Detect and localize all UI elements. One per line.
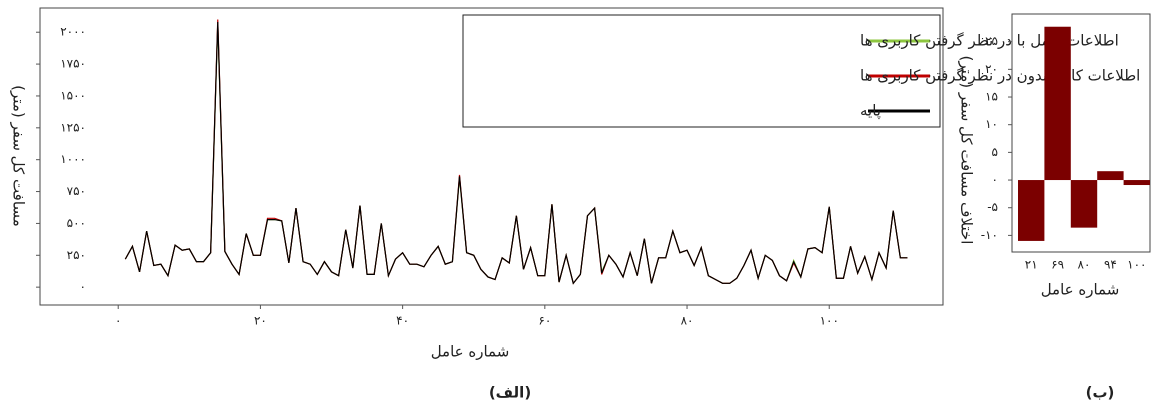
x-tick-label: ۲۰ [254, 314, 267, 328]
x-tick-label: ۸۰ [1078, 258, 1091, 272]
x-tick-label: ۰ [115, 314, 121, 328]
y-tick-label: ۲۰۰۰ [60, 25, 86, 39]
y-tick-label: -۱۰ [981, 228, 998, 242]
y-tick-label: ۰ [992, 173, 998, 187]
bar [1018, 180, 1045, 241]
legend-label: پایه [860, 102, 881, 121]
y-tick-label: ۱۵ [985, 90, 998, 104]
x-tick-label: ۴۰ [396, 314, 409, 328]
y-tick-label: ۱۰۰۰ [60, 152, 86, 166]
y-tick-label: ۱۲۵۰ [60, 120, 86, 134]
bar [1070, 180, 1098, 228]
legend-box [462, 14, 941, 128]
y-tick-label: ۲۵ [985, 34, 998, 48]
y-tick-label: ۲۰ [985, 62, 998, 76]
y-tick-label: ۱۷۵۰ [60, 57, 86, 71]
x-tick-label: ۲۱ [1025, 258, 1038, 272]
y-tick-label: ۵ [992, 145, 998, 159]
y-axis-label: مسافت کل سفر (متر) [10, 85, 28, 227]
panel-caption: (الف) [489, 384, 531, 402]
x-tick-label: ۸۰ [681, 314, 694, 328]
bar [1044, 26, 1071, 181]
plot-frame [39, 7, 944, 306]
y-axis-label: اختلاف مسافت کل سفر (متر) [958, 56, 976, 245]
bar [1123, 180, 1150, 186]
x-tick-label: ۱۰۰ [1127, 258, 1146, 272]
y-tick-label: ۵۰۰ [67, 216, 86, 230]
y-tick-label: ۱۰ [985, 117, 998, 131]
y-tick-label: ۱۵۰۰ [60, 88, 86, 102]
panel-caption: (ب) [1086, 384, 1115, 402]
y-tick-label: ۲۵۰ [67, 248, 86, 262]
x-axis-label: شماره عامل [1041, 281, 1120, 299]
legend-label: اطلاعات کامل بدون در نظر گرفتن کاربری ها [860, 67, 1140, 85]
x-tick-label: ۶۰ [538, 314, 551, 328]
plot-frame [1011, 13, 1151, 253]
series-line [124, 22, 908, 285]
y-tick-label: -۵ [987, 200, 998, 214]
x-axis-label: شماره عامل [431, 343, 510, 361]
y-tick-label: ۷۵۰ [67, 184, 86, 198]
x-tick-label: ۶۹ [1051, 258, 1064, 272]
x-tick-label: ۹۴ [1104, 258, 1117, 272]
x-tick-label: ۱۰۰ [820, 314, 839, 328]
bar [1097, 171, 1124, 181]
y-tick-label: ۰ [80, 280, 86, 294]
